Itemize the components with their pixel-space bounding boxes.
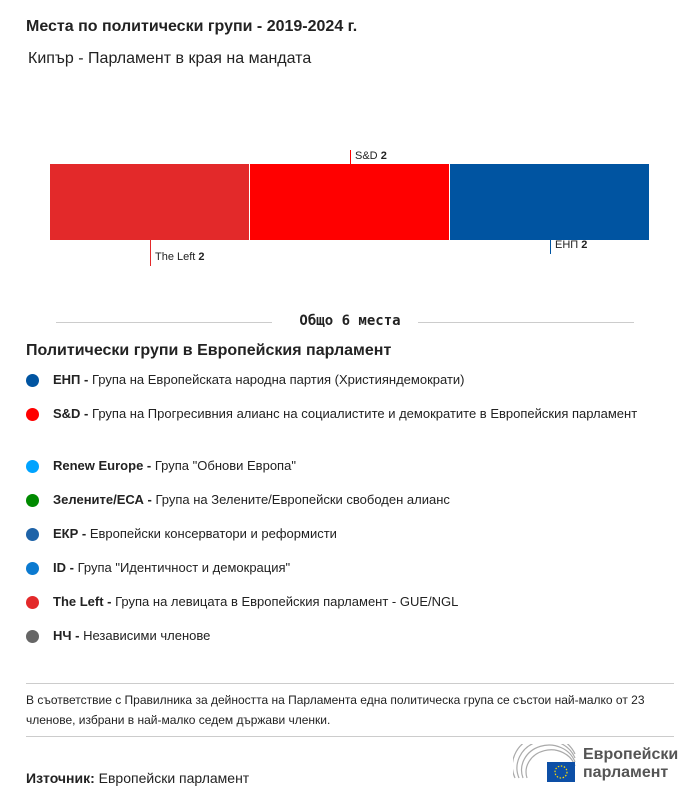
logo-line2: парламент — [583, 764, 669, 781]
legend-abbr: НЧ - — [53, 628, 80, 643]
label-leader-line — [350, 150, 351, 164]
legend-item: Renew Europe - Група "Обнови Европа" — [26, 456, 673, 476]
legend-abbr: ID - — [53, 560, 74, 575]
legend-color-dot-icon — [26, 408, 39, 421]
legend-color-dot-icon — [26, 596, 39, 609]
legend-color-dot-icon — [26, 374, 39, 387]
legend-item: The Left - Група на левицата в Европейск… — [26, 592, 673, 612]
bar-segment — [50, 164, 249, 240]
legend-name: Група "Идентичност и демокрация" — [77, 560, 291, 575]
bar-label-name: The Left — [155, 251, 196, 263]
divider — [418, 322, 634, 323]
legend-abbr: Renew Europe - — [53, 458, 152, 473]
legend-color-dot-icon — [26, 494, 39, 507]
legend-item: S&D - Група на Прогресивния алианс на со… — [26, 404, 673, 424]
label-leader-line — [550, 240, 551, 254]
logo-line1: Европейски — [583, 746, 679, 763]
legend-item: НЧ - Независими членове — [26, 626, 673, 646]
divider — [26, 683, 674, 684]
legend-item: ЕКР - Европейски консерватори и реформис… — [26, 524, 673, 544]
legend-title: Политически групи в Европейския парламен… — [26, 342, 392, 359]
bar-label: S&D 2 — [355, 150, 387, 162]
legend-name: Група "Обнови Европа" — [154, 458, 296, 473]
legend-name: Група на Зелените/Европейски свободен ал… — [155, 492, 450, 507]
label-leader-line — [150, 240, 151, 266]
bar-label-name: S&D — [355, 150, 378, 162]
legend-abbr: Зелените/ЕСА - — [53, 492, 152, 507]
legend-name: Независими членове — [83, 628, 211, 643]
bar-label-value: 2 — [581, 239, 588, 251]
bar-label-value: 2 — [198, 251, 205, 263]
legend-abbr: The Left - — [53, 594, 112, 609]
total-seats-label: Общо 6 места — [299, 313, 401, 329]
bar-label: The Left 2 — [155, 251, 205, 263]
bar-segment — [250, 164, 449, 240]
footnote: В съответствие с Правилника за дейността… — [26, 693, 645, 727]
legend-color-dot-icon — [26, 528, 39, 541]
bar-label: ЕНП 2 — [555, 239, 587, 251]
bar-label-name: ЕНП — [555, 239, 579, 251]
ep-logo: Европейски парламент — [513, 744, 678, 784]
bar-segment — [450, 164, 649, 240]
page-title: Места по политически групи - 2019-2024 г… — [26, 18, 358, 35]
legend-item: ЕНП - Група на Европейската народна парт… — [26, 370, 673, 390]
page-subtitle: Кипър - Парламент в края на мандата — [28, 50, 312, 67]
legend-color-dot-icon — [26, 562, 39, 575]
legend-item: ID - Група "Идентичност и демокрация" — [26, 558, 673, 578]
legend-abbr: ЕКР - — [53, 526, 87, 541]
legend-color-dot-icon — [26, 630, 39, 643]
legend-name: Група на Прогресивния алианс на социалис… — [92, 406, 638, 421]
legend-abbr: S&D - — [53, 406, 89, 421]
divider — [26, 736, 674, 737]
source-label: Източник: — [26, 770, 95, 786]
legend-color-dot-icon — [26, 460, 39, 473]
source: Източник: Европейски парламент — [26, 770, 249, 786]
bar-label-value: 2 — [380, 150, 387, 162]
parliament-hemicycle-icon — [513, 744, 576, 782]
source-value: Европейски парламент — [98, 770, 250, 786]
legend-name: Европейски консерватори и реформисти — [89, 526, 337, 541]
legend-name: Група на левицата в Европейския парламен… — [115, 594, 459, 609]
legend-abbr: ЕНП - — [53, 372, 89, 387]
divider — [56, 322, 272, 323]
legend-item: Зелените/ЕСА - Група на Зелените/Европей… — [26, 490, 673, 510]
legend-name: Група на Европейската народна партия (Хр… — [91, 372, 465, 387]
